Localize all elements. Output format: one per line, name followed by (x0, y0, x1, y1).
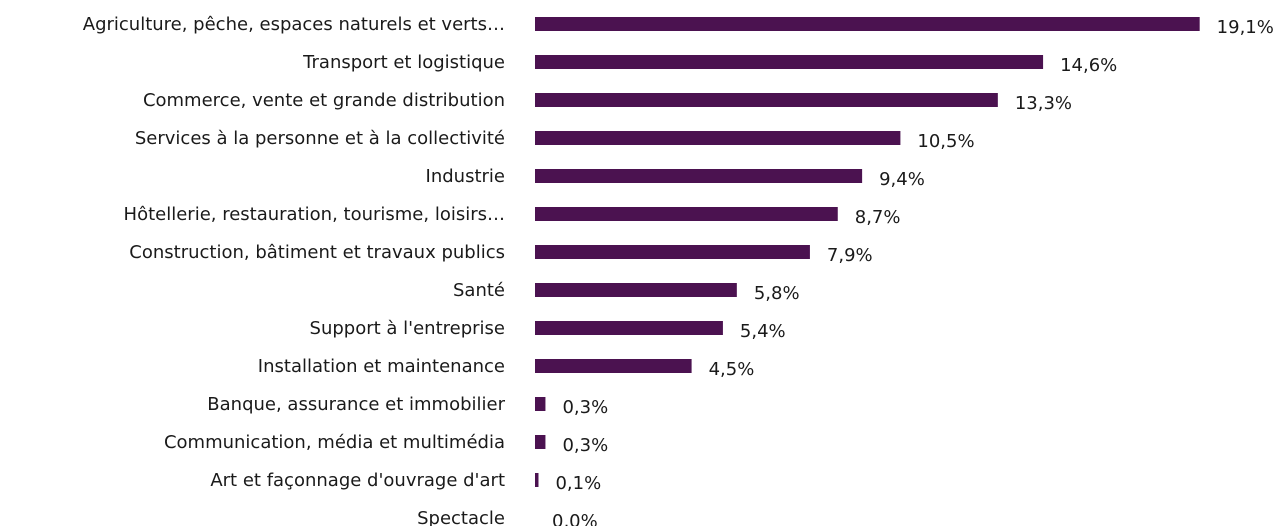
value-label: 19,1% (1217, 17, 1274, 38)
bar (535, 169, 863, 183)
category-label: Agriculture, pêche, espaces naturels et … (83, 14, 505, 35)
value-label: 13,3% (1015, 93, 1072, 114)
value-label: 10,5% (917, 131, 974, 152)
category-label: Art et façonnage d'ouvrage d'art (210, 470, 505, 491)
category-label: Services à la personne et à la collectiv… (135, 128, 505, 149)
category-label: Communication, média et multimédia (164, 432, 505, 453)
value-label: 9,4% (879, 169, 925, 190)
value-label: 0,0% (552, 511, 598, 526)
bar (535, 359, 692, 373)
category-label: Support à l'entreprise (310, 318, 505, 339)
value-label: 0,1% (555, 473, 601, 494)
bar (535, 473, 539, 487)
value-label: 0,3% (562, 397, 608, 418)
bar (535, 397, 546, 411)
bar (535, 93, 998, 107)
category-label: Construction, bâtiment et travaux public… (129, 242, 505, 263)
value-label: 14,6% (1060, 55, 1117, 76)
category-label: Industrie (426, 166, 505, 187)
bar (535, 207, 838, 221)
bar (535, 283, 737, 297)
category-label: Installation et maintenance (258, 356, 505, 377)
value-label: 0,3% (562, 435, 608, 456)
value-label: 8,7% (855, 207, 901, 228)
bar (535, 245, 810, 259)
category-label: Transport et logistique (302, 52, 505, 73)
value-label: 7,9% (827, 245, 873, 266)
bar (535, 131, 901, 145)
category-label: Santé (453, 280, 505, 301)
category-label: Commerce, vente et grande distribution (143, 90, 505, 111)
bar (535, 55, 1044, 69)
category-label: Spectacle (417, 508, 505, 526)
category-label: Hôtellerie, restauration, tourisme, lois… (124, 204, 505, 225)
category-label: Banque, assurance et immobilier (207, 394, 505, 415)
bar (535, 17, 1200, 31)
value-label: 5,4% (740, 321, 786, 342)
value-label: 5,8% (754, 283, 800, 304)
value-label: 4,5% (709, 359, 755, 380)
bar (535, 321, 723, 335)
bar (535, 435, 546, 449)
